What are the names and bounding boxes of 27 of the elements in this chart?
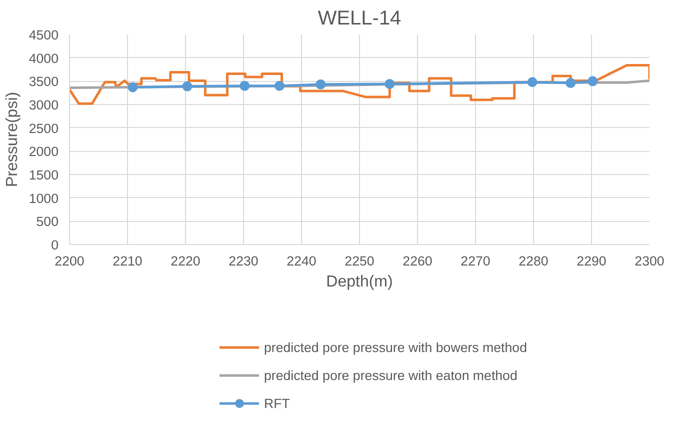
x-tick-label: 2280 (518, 254, 548, 268)
x-axis-title: Depth(m) (326, 274, 393, 290)
x-tick-label: 2250 (344, 254, 374, 268)
x-tick-label: 2240 (286, 254, 316, 268)
y-tick-label: 1000 (28, 190, 59, 206)
legend-label: RFT (264, 394, 290, 412)
x-tick-label: 2210 (112, 254, 142, 268)
y-tick-label: 1500 (28, 168, 59, 182)
x-tick-label: 2270 (460, 254, 490, 268)
legend-label: predicted pore pressure with bowers method (264, 338, 527, 357)
y-tick-label: 0 (51, 238, 59, 252)
x-tick-label: 2200 (54, 254, 84, 268)
y-tick-label: 2000 (28, 144, 59, 160)
y-tick-label: 2500 (28, 120, 59, 136)
y-tick-label: 3500 (28, 74, 59, 90)
y-axis-title: Pressure(psi) (4, 92, 21, 188)
y-tick-label: 3000 (28, 98, 59, 112)
legend-label: predicted pore pressure with eaton method (264, 366, 518, 385)
chart-title: WELL-14 (318, 8, 402, 30)
y-tick-label: 500 (36, 214, 59, 230)
x-tick-label: 2230 (228, 254, 258, 268)
x-tick-label: 2220 (170, 254, 200, 268)
x-tick-label: 2300 (634, 254, 664, 268)
x-tick-label: 2260 (402, 254, 432, 268)
y-tick-label: 4000 (28, 50, 59, 66)
y-tick-label: 4500 (28, 28, 59, 42)
x-tick-label: 2290 (576, 254, 606, 268)
